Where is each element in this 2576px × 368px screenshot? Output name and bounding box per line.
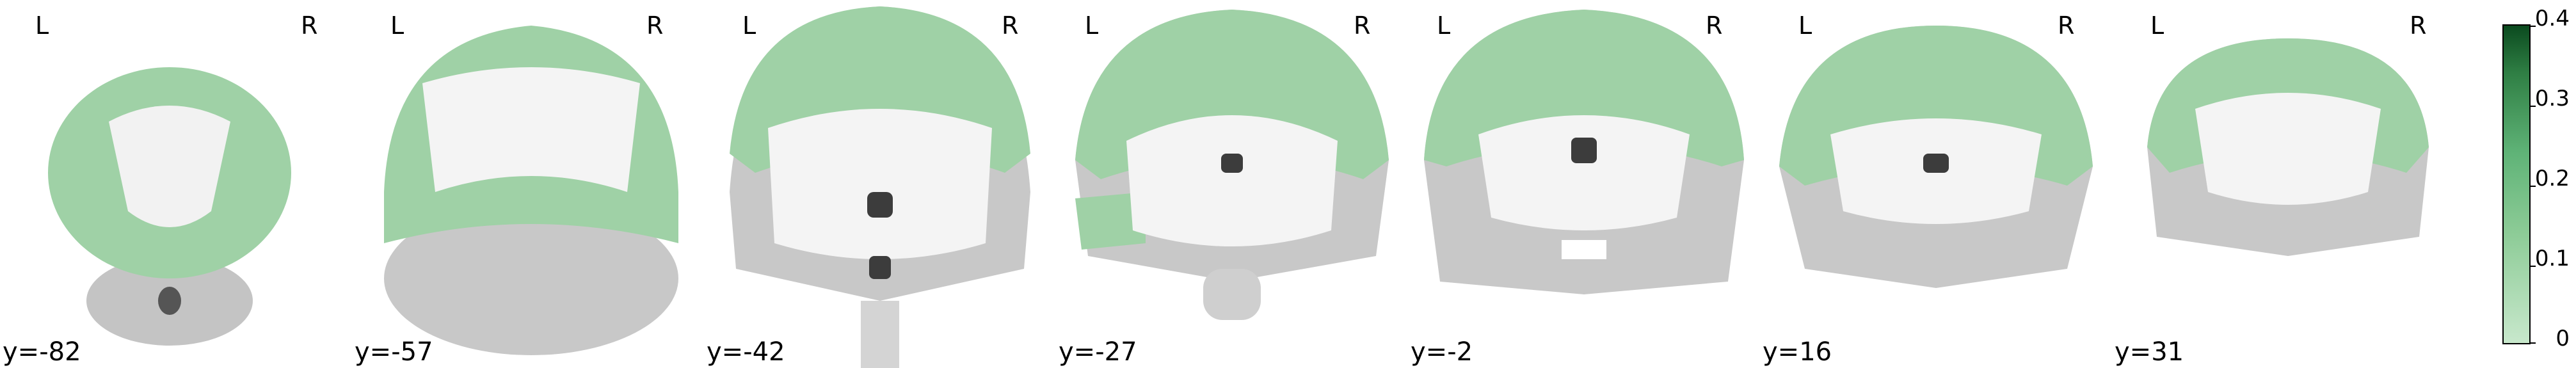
brain-slice-image — [1075, 10, 1389, 320]
left-hemisphere-marker: L — [1798, 12, 1812, 40]
brain-slice-image — [1779, 26, 2093, 288]
right-hemisphere-marker: R — [1002, 12, 1019, 40]
colorbar-tick — [2531, 26, 2536, 27]
left-hemisphere-marker: L — [390, 12, 404, 40]
colorbar-tick-label: 0.1 — [2534, 246, 2570, 271]
brain-slice-image — [1424, 10, 1744, 294]
slice-panel-4: L R y=-27 — [1056, 0, 1408, 368]
colorbar-tick-label: 0.3 — [2534, 86, 2570, 111]
left-hemisphere-marker: L — [1437, 12, 1451, 40]
right-hemisphere-marker: R — [646, 12, 664, 40]
right-hemisphere-marker: R — [301, 12, 318, 40]
colorbar-gradient — [2502, 24, 2531, 344]
brain-slice-image — [48, 67, 291, 346]
colorbar-tick — [2531, 342, 2536, 344]
right-hemisphere-marker: R — [2410, 12, 2427, 40]
colorbar-tick — [2531, 266, 2536, 267]
right-hemisphere-marker: R — [2058, 12, 2075, 40]
colorbar-tick — [2531, 186, 2536, 187]
left-hemisphere-marker: L — [2150, 12, 2164, 40]
slice-panel-6: L R y=16 — [1760, 0, 2112, 368]
slice-coordinate-label: y=-2 — [1411, 337, 1473, 367]
brain-slice-image — [730, 6, 1030, 368]
left-hemisphere-marker: L — [35, 12, 49, 40]
brain-slice-image — [384, 26, 678, 355]
left-hemisphere-marker: L — [1085, 12, 1099, 40]
slice-panel-3: L R y=-42 — [704, 0, 1056, 368]
slice-panel-5: L R y=-2 — [1408, 0, 1760, 368]
slice-panel-1: L R y=-82 — [0, 0, 339, 368]
slice-coordinate-label: y=-42 — [707, 337, 785, 367]
colorbar-tick-label: 0 — [2556, 326, 2570, 351]
colorbar-tick — [2531, 106, 2536, 107]
slice-coordinate-label: y=-27 — [1059, 337, 1137, 367]
slice-coordinate-label: y=-82 — [3, 337, 81, 367]
colorbar: 0.4 0.3 0.2 0.1 0 — [2470, 0, 2576, 368]
slice-coordinate-label: y=16 — [1763, 337, 1832, 367]
right-hemisphere-marker: R — [1354, 12, 1371, 40]
slice-panel-7: L R y=31 — [2112, 0, 2464, 368]
slice-coordinate-label: y=31 — [2115, 337, 2184, 367]
colorbar-tick-label: 0.2 — [2534, 166, 2570, 191]
slice-coordinate-label: y=-57 — [355, 337, 433, 367]
right-hemisphere-marker: R — [1706, 12, 1723, 40]
colorbar-tick-label: 0.4 — [2534, 6, 2570, 31]
brain-slice-image — [2147, 38, 2429, 256]
slice-panel-2: L R y=-57 — [352, 0, 698, 368]
left-hemisphere-marker: L — [742, 12, 756, 40]
